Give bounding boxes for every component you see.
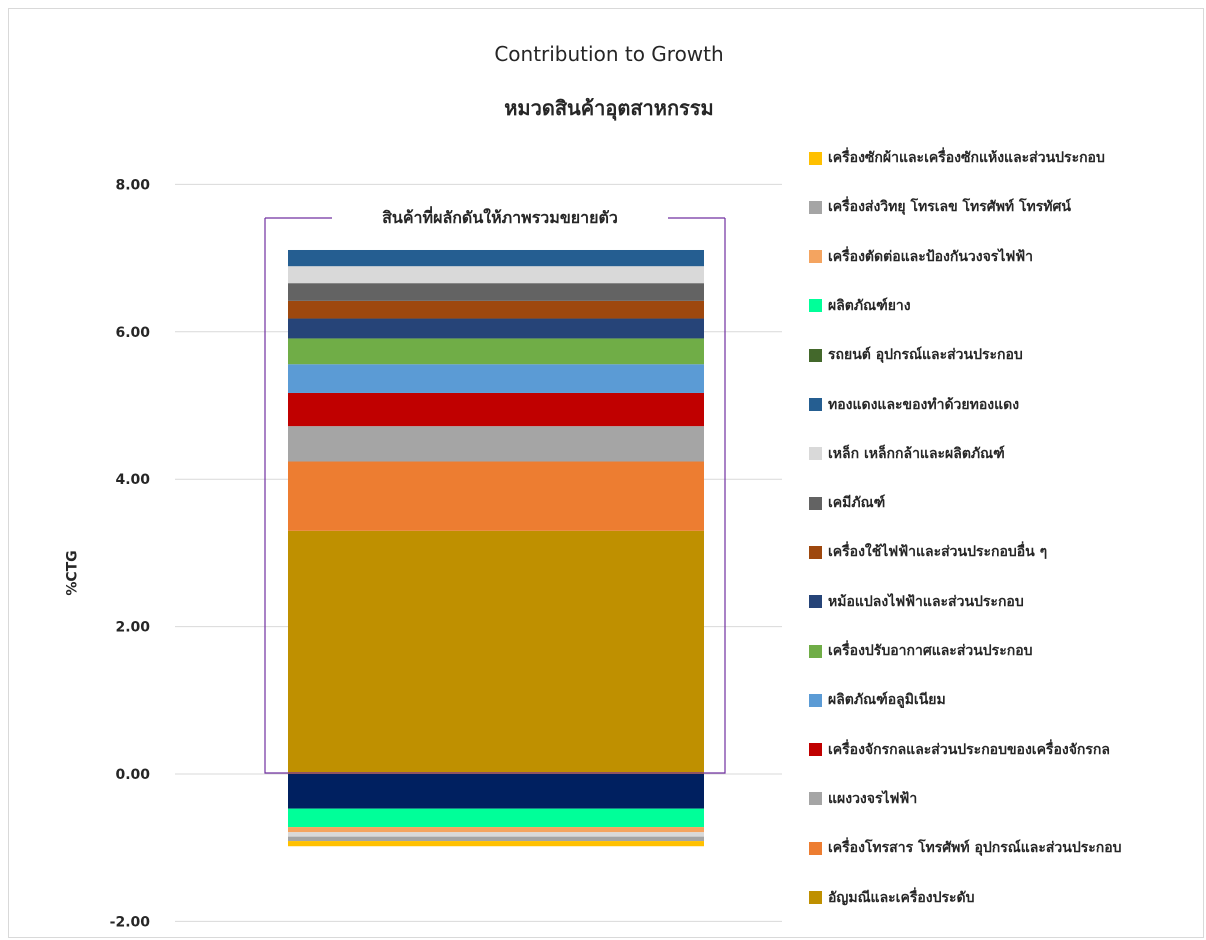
legend-item: เคมีภัณฑ์ [809,491,885,515]
legend-label: แผงวงจรไฟฟ้า [828,790,918,807]
legend-label: เครื่องใช้ไฟฟ้าและส่วนประกอบอื่น ๆ [828,544,1048,561]
bar-segment [288,461,704,531]
legend-label: อัญมณีและเครื่องประดับ [828,889,975,906]
bar-segment [288,249,704,267]
legend-swatch [809,743,822,757]
legend-item: อัญมณีและเครื่องประดับ [809,886,975,910]
legend-swatch [809,398,822,411]
legend-label: เครื่องโทรสาร โทรศัพท์ อุปกรณ์และส่วนประ… [828,840,1122,857]
legend-swatch [809,200,822,214]
y-tick-label: 0.00 [115,767,150,783]
legend-swatch [809,693,822,707]
legend-item: รถยนต์ อุปกรณ์และส่วนประกอบ [809,343,1023,367]
legend-label: ผลิตภัณฑ์ยาง [828,297,911,314]
legend-label: เครื่องส่งวิทยุ โทรเลข โทรศัพท์ โทรทัศน์ [828,199,1071,216]
legend-swatch [809,250,822,264]
legend-item: ทองแดงและของทำด้วยทองแดง [809,393,1019,417]
legend-swatch [809,496,822,510]
legend-label: เคมีภัณฑ์ [828,495,886,512]
y-tick-label: 8.00 [115,177,150,193]
legend-swatch [809,891,822,904]
bar-segment [288,318,704,339]
legend-label: รถยนต์ อุปกรณ์และส่วนประกอบ [828,347,1023,364]
legend-item: เครื่องปรับอากาศและส่วนประกอบ [809,639,1033,663]
legend-item: เหล็ก เหล็กกล้าและผลิตภัณฑ์ [809,442,1005,466]
legend-item: ผลิตภัณฑ์อลูมิเนียม [809,688,946,712]
legend-label: เครื่องตัดต่อและป้องกันวงจรไฟฟ้า [828,248,1034,265]
legend-item: เครื่องใช้ไฟฟ้าและส่วนประกอบอื่น ๆ [809,540,1047,564]
y-tick-label: 6.00 [115,325,150,341]
legend-swatch [809,595,822,609]
legend-label: ทองแดงและของทำด้วยทองแดง [828,396,1020,413]
chart-title: Contribution to Growth [494,42,724,66]
legend-label: หม้อแปลงไฟฟ้าและส่วนประกอบ [828,593,1024,610]
bar-segment-negative [288,774,704,809]
annotation-label: สินค้าที่ผลักดันให้ภาพรวมขยายตัว [382,206,618,227]
legend-item: เครื่องโทรสาร โทรศัพท์ อุปกรณ์และส่วนประ… [809,836,1122,860]
chart-subtitle: หมวดสินค้าอุตสาหกรรม [504,96,714,120]
y-tick-label: -2.00 [110,914,151,930]
legend-swatch [809,545,822,559]
bar-segment-negative [288,832,704,837]
legend-swatch [809,792,822,806]
legend-swatch [809,151,822,165]
bar-segment [288,300,704,319]
legend-label: เหล็ก เหล็กกล้าและผลิตภัณฑ์ [828,445,1005,462]
legend-item: เครื่องจักรกลและส่วนประกอบของเครื่องจักร… [809,738,1110,762]
legend-item: หม้อแปลงไฟฟ้าและส่วนประกอบ [809,590,1024,614]
bar-segment-negative [288,808,704,828]
bar-segment [288,530,704,774]
legend-item: เครื่องส่งวิทยุ โทรเลข โทรศัพท์ โทรทัศน์ [809,195,1071,219]
legend-label: เครื่องซักผ้าและเครื่องซักแห้งและส่วนประ… [828,150,1105,166]
legend-label: เครื่องจักรกลและส่วนประกอบของเครื่องจักร… [828,741,1110,758]
legend-label: ผลิตภัณฑ์อลูมิเนียม [828,692,946,709]
bar-segment [288,364,704,393]
bar-segment [288,392,704,427]
legend-item: แผงวงจรไฟฟ้า [809,787,917,811]
bar-segment-negative [288,827,704,833]
legend-label: เครื่องปรับอากาศและส่วนประกอบ [828,643,1033,659]
legend-item: เครื่องซักผ้าและเครื่องซักแห้งและส่วนประ… [809,146,1105,170]
bar-segment [288,338,704,365]
legend-swatch [809,348,822,362]
bar-segment [288,283,704,301]
y-tick-label: 2.00 [115,620,150,636]
bar-segment [288,426,704,462]
legend-swatch [809,299,822,313]
legend-swatch [809,447,822,461]
y-tick-label: 4.00 [115,472,150,488]
legend-swatch [809,644,822,658]
bar-segment [288,266,704,284]
bar-segment-negative [288,836,704,842]
legend-swatch [809,841,822,855]
annotation-bracket [264,218,726,774]
legend-item: เครื่องตัดต่อและป้องกันวงจรไฟฟ้า [809,245,1033,269]
legend-item: ผลิตภัณฑ์ยาง [809,294,911,318]
bar-segment-negative [288,841,704,847]
